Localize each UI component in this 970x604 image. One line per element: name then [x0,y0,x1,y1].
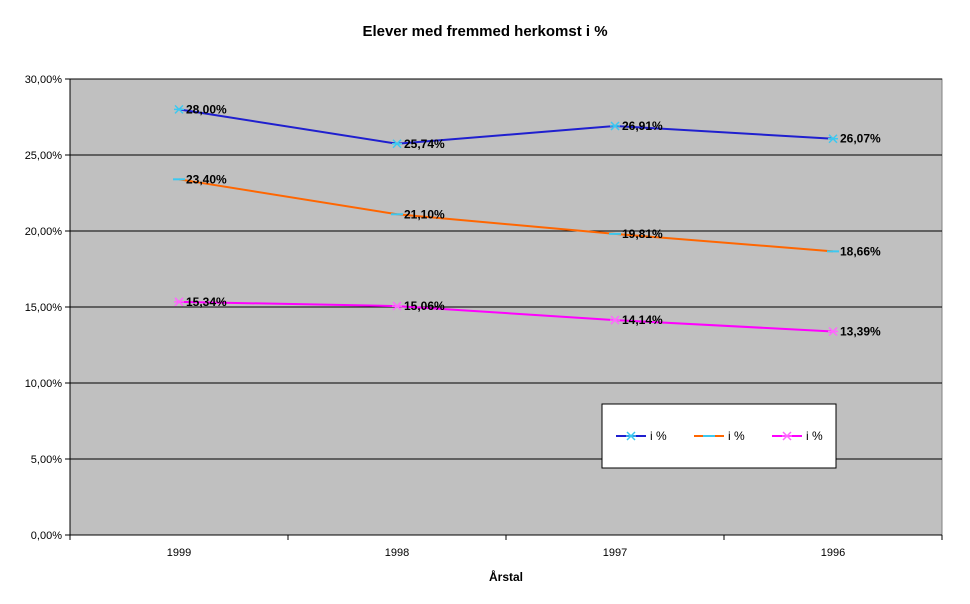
data-label: 18,66% [840,244,881,258]
data-point [610,315,620,325]
data-point [828,326,838,337]
x-tick-label: 1996 [821,547,845,559]
data-point [174,104,184,114]
axes: 0,00% 5,00% 10,00% 15,00% 20,00% 25,00% 30,00%… [25,74,943,559]
x-tick-label: 1998 [385,547,409,559]
y-tick-label: 0,00% [31,530,62,542]
data-label: 28,00% [186,102,227,116]
y-tick-label: 25,00% [25,150,63,162]
x-axis-label: Årstal [489,569,523,584]
data-point [392,301,402,311]
legend-entry-label: i % [806,429,823,443]
legend-entry-label: i % [728,429,745,443]
legend-entry-label: i % [650,429,667,443]
legend: i % i % i % [601,403,837,469]
data-label: 15,34% [186,295,227,309]
data-point [828,134,838,144]
legend-marker [782,431,792,441]
y-tick-label: 5,00% [31,454,62,466]
data-point [174,297,184,307]
series-line-3 [178,300,834,333]
x-tick-label: 1997 [603,547,627,559]
series-line-1 [178,108,834,145]
data-point [392,139,402,149]
data-point [610,121,620,131]
data-label: 26,07% [840,132,881,146]
series-line-2 [178,178,834,253]
data-label: 15,06% [404,299,445,313]
data-label: 19,81% [622,227,663,241]
legend-marker [626,431,636,441]
data-label: 23,40% [186,172,227,186]
data-label: 25,74% [404,137,445,151]
data-label: 26,91% [622,119,663,133]
y-tick-label: 10,00% [25,378,63,390]
data-label: 21,10% [404,207,445,221]
data-labels: 28,00% 25,74% 26,91% 26,07% 23,40% 21,10% 19,8… [186,102,881,338]
data-label: 13,39% [840,324,881,338]
series-group [173,104,839,337]
y-tick-label: 20,00% [25,226,63,238]
chart-title: Elever med fremmed herkomst i % [362,23,607,40]
data-label: 14,14% [622,313,663,327]
y-tick-label: 30,00% [25,74,63,86]
y-tick-label: 15,00% [25,302,63,314]
x-tick-label: 1999 [167,547,191,559]
